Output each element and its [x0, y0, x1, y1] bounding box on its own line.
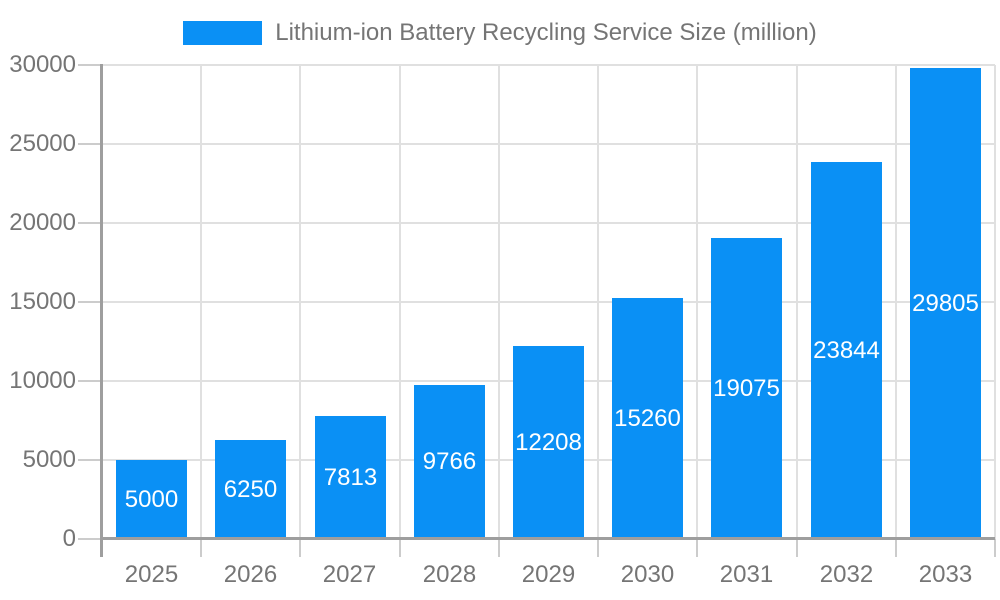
y-axis-tick	[78, 64, 102, 66]
v-gridline	[200, 65, 202, 539]
bar-2033-text: 29805	[912, 289, 979, 317]
y-axis-label: 15000	[9, 288, 76, 315]
x-axis-tick	[299, 539, 301, 557]
chart-legend[interactable]: Lithium-ion Battery Recycling Service Si…	[0, 21, 1000, 45]
x-axis-tick	[597, 539, 599, 557]
bar-2026-text: 6250	[223, 475, 278, 503]
h-gridline	[102, 222, 995, 224]
bar-2025-text: 5000	[124, 485, 179, 513]
h-gridline	[102, 64, 995, 66]
bar-2027-text: 7813	[323, 463, 378, 491]
x-axis-label: 2032	[819, 561, 874, 588]
y-axis-line	[100, 64, 103, 557]
bar-2029-text: 12208	[515, 428, 582, 456]
legend-label: Lithium-ion Battery Recycling Service Si…	[275, 19, 817, 46]
bar-2028-text: 9766	[422, 448, 477, 475]
h-gridline	[102, 301, 995, 303]
bar-2025[interactable]: 5000	[116, 460, 187, 539]
bar-2031[interactable]: 19075	[711, 238, 782, 539]
y-axis-label: 5000	[22, 446, 76, 473]
y-axis-label: 0	[62, 525, 76, 552]
bar-2030-text: 15260	[614, 404, 681, 432]
y-axis-label: 20000	[9, 209, 76, 236]
y-axis-tick	[78, 459, 102, 461]
bar-2027[interactable]: 7813	[315, 416, 386, 539]
v-gridline	[399, 65, 401, 539]
bar-2032[interactable]: 23844	[811, 162, 882, 539]
x-axis-label: 2027	[322, 561, 377, 588]
x-axis-tick	[895, 539, 897, 557]
x-axis-label: 2029	[521, 561, 576, 588]
y-axis-label: 25000	[9, 130, 76, 157]
bar-2032-text: 23844	[813, 336, 880, 364]
y-axis-label: 30000	[9, 51, 76, 78]
legend-swatch	[183, 21, 263, 45]
y-axis-tick	[78, 380, 102, 382]
x-axis-label: 2031	[719, 561, 774, 588]
bar-2029[interactable]: 12208	[513, 346, 584, 539]
y-axis-tick	[78, 143, 102, 145]
x-axis-tick	[994, 539, 996, 557]
bar-2033[interactable]: 29805	[910, 68, 981, 539]
x-axis-label: 2025	[124, 561, 179, 588]
x-axis-line	[102, 537, 995, 540]
x-axis-tick	[498, 539, 500, 557]
v-gridline	[895, 65, 897, 539]
x-axis-label: 2033	[918, 561, 973, 588]
x-axis-tick	[399, 539, 401, 557]
y-axis-tick	[78, 538, 102, 540]
v-gridline	[994, 65, 996, 539]
x-axis-tick	[696, 539, 698, 557]
bar-2028[interactable]: 9766	[414, 385, 485, 539]
y-axis-tick	[78, 222, 102, 224]
v-gridline	[796, 65, 798, 539]
x-axis-label: 2030	[620, 561, 675, 588]
y-axis-tick	[78, 301, 102, 303]
x-axis-tick	[200, 539, 202, 557]
h-gridline	[102, 143, 995, 145]
bar-2031-text: 19075	[713, 374, 780, 402]
bar-2030[interactable]: 15260	[612, 298, 683, 539]
v-gridline	[498, 65, 500, 539]
x-axis-tick	[796, 539, 798, 557]
v-gridline	[299, 65, 301, 539]
bar-2026[interactable]: 6250	[215, 440, 286, 539]
y-axis-label: 10000	[9, 367, 76, 394]
v-gridline	[696, 65, 698, 539]
x-axis-label: 2028	[422, 561, 477, 588]
v-gridline	[597, 65, 599, 539]
x-axis-label: 2026	[223, 561, 278, 588]
